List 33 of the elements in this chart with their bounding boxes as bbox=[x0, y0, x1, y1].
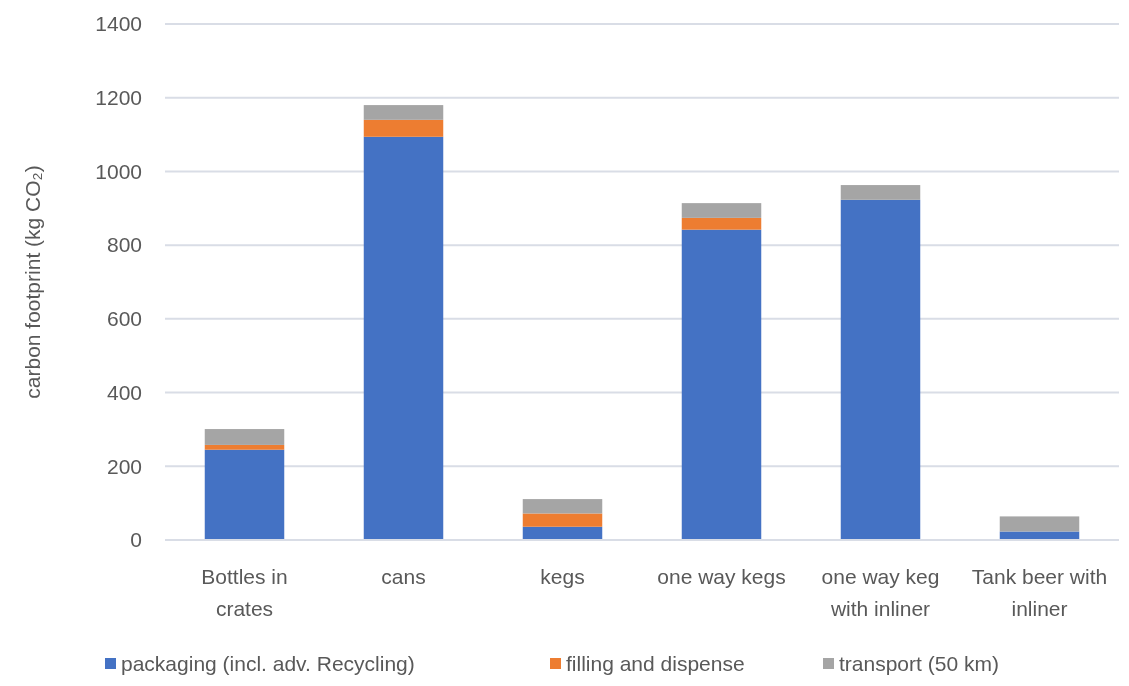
bar bbox=[363, 119, 444, 137]
y-tick-label: 200 bbox=[106, 454, 142, 478]
bar bbox=[840, 199, 921, 540]
x-tick-label: one way keg with inliner bbox=[821, 565, 940, 620]
y-tick-label: 600 bbox=[106, 307, 142, 331]
bar bbox=[204, 444, 285, 450]
y-tick-label: 1000 bbox=[95, 159, 142, 183]
x-tick-label: cans bbox=[381, 565, 426, 588]
bar bbox=[999, 516, 1080, 532]
bar bbox=[522, 499, 603, 514]
x-tick-label: Bottles in crates bbox=[201, 565, 288, 620]
y-tick-label: 400 bbox=[106, 380, 142, 404]
legend-label: packaging (incl. adv. Recycling) bbox=[121, 652, 415, 676]
bar bbox=[840, 185, 921, 200]
bar bbox=[363, 136, 444, 540]
bar bbox=[522, 513, 603, 527]
x-tick-label: kegs bbox=[540, 565, 585, 588]
bar bbox=[681, 217, 762, 230]
bar bbox=[204, 449, 285, 540]
x-tick-label: Tank beer with inliner bbox=[971, 565, 1108, 620]
bar bbox=[522, 526, 603, 540]
y-tick-label: 800 bbox=[106, 233, 142, 257]
legend-label: filling and dispense bbox=[566, 652, 745, 676]
y-tick-label: 0 bbox=[130, 528, 142, 552]
legend-label: transport (50 km) bbox=[839, 652, 999, 676]
bar bbox=[204, 429, 285, 445]
bar bbox=[681, 203, 762, 218]
x-tick-label: one way kegs bbox=[657, 565, 786, 588]
y-axis-title: carbon footprint (kg CO₂) bbox=[21, 165, 44, 399]
y-tick-label: 1400 bbox=[95, 12, 142, 36]
y-tick-label: 1200 bbox=[95, 86, 142, 110]
bar bbox=[363, 105, 444, 120]
bar bbox=[681, 229, 762, 540]
